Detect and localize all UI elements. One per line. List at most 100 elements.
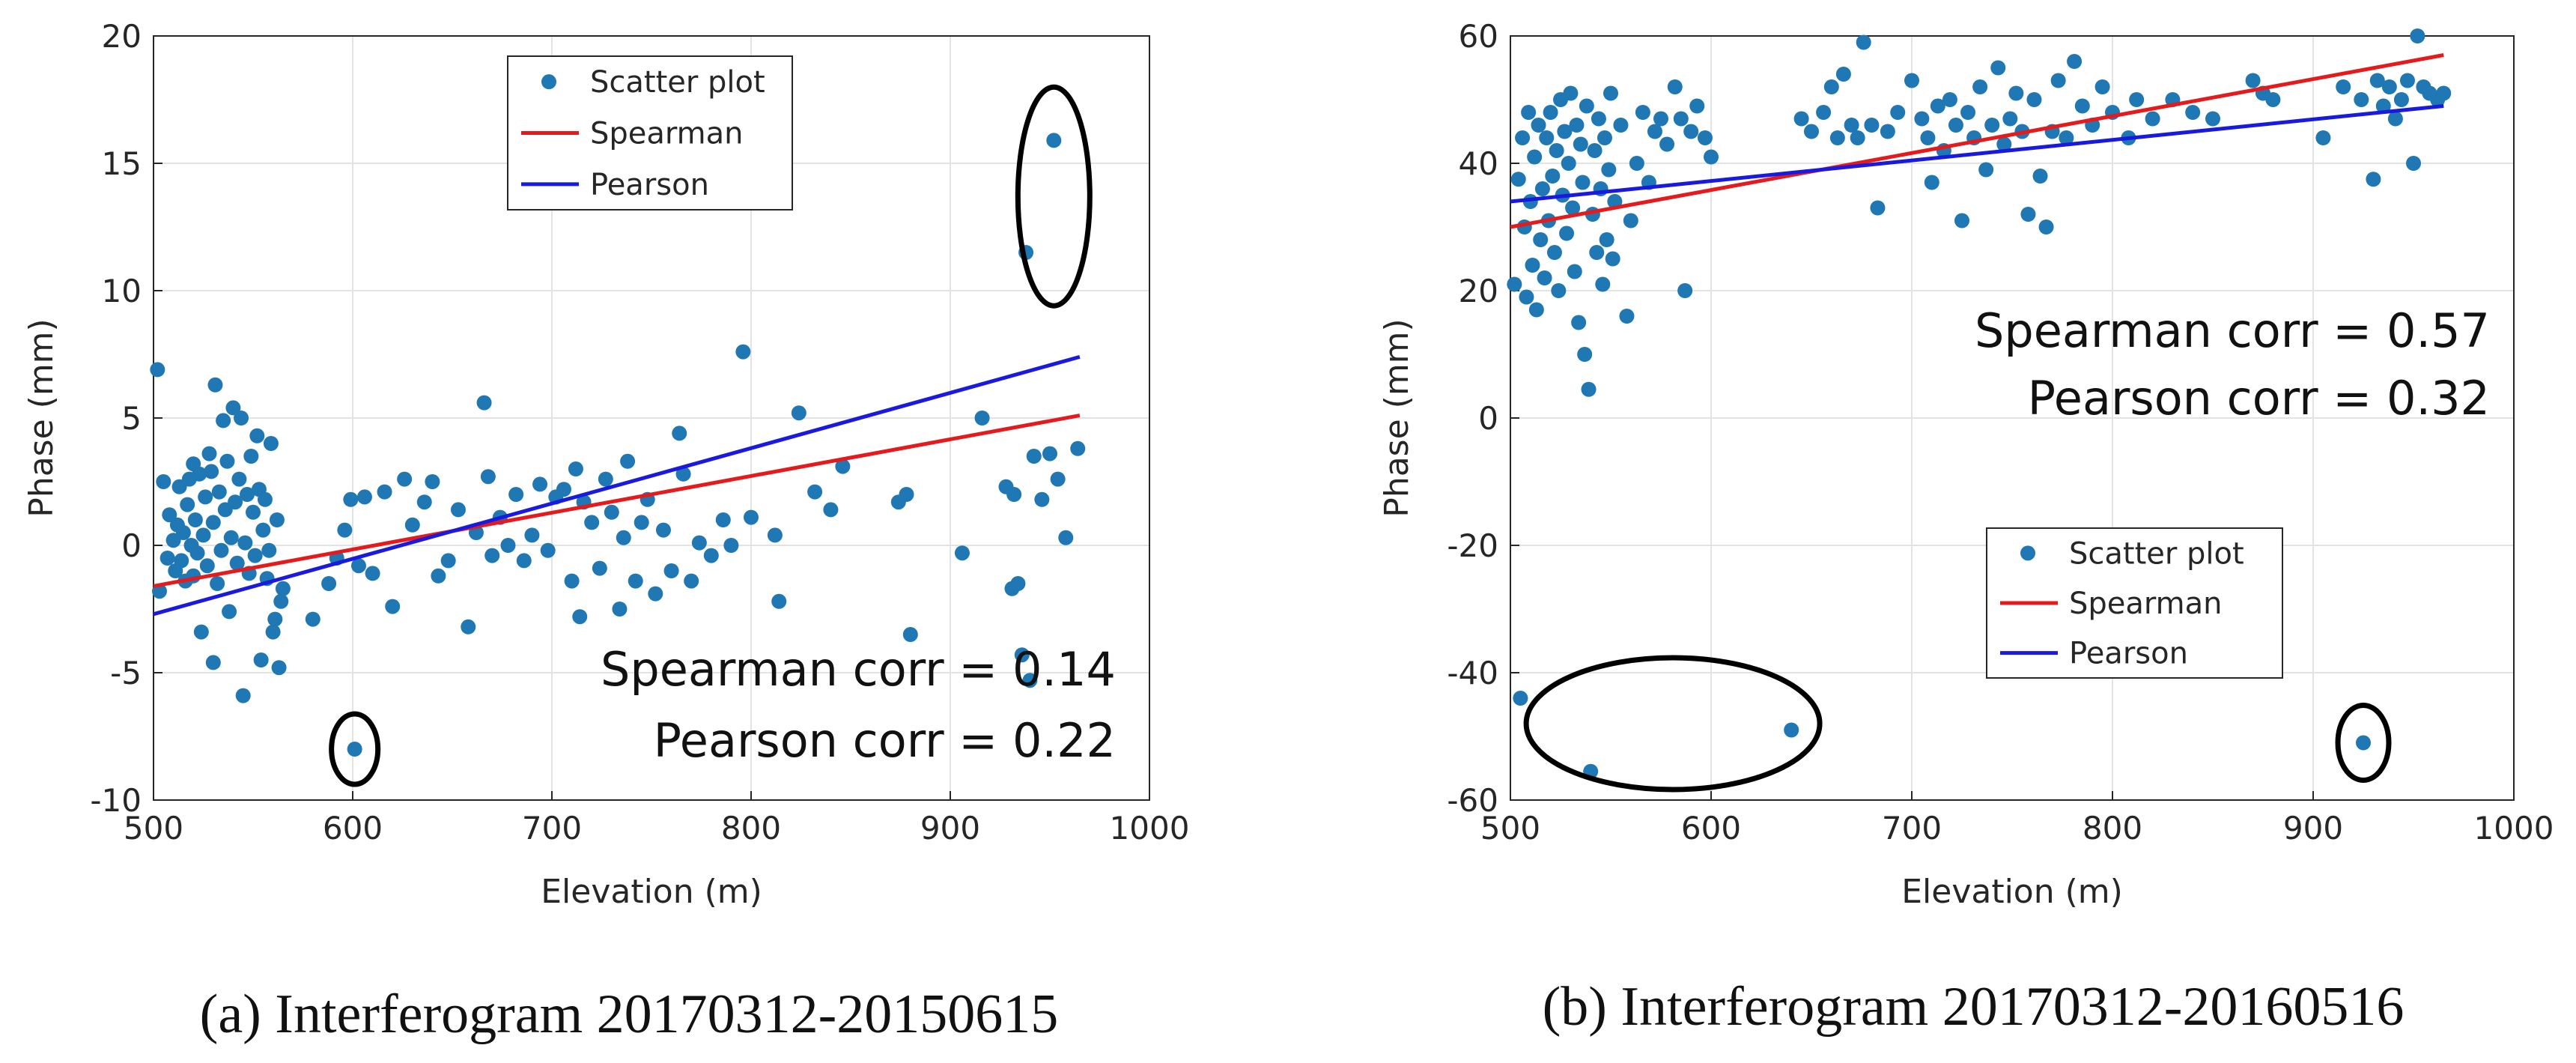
x-tick-label: 1000 bbox=[2474, 810, 2554, 847]
scatter-point bbox=[1533, 232, 1549, 247]
scatter-point bbox=[1924, 175, 1939, 190]
scatter-point bbox=[691, 535, 707, 551]
scatter-point bbox=[1050, 471, 1066, 487]
scatter-point bbox=[1527, 149, 1543, 165]
y-axis-label: Phase (mm) bbox=[1378, 318, 1416, 517]
scatter-point bbox=[249, 428, 265, 443]
x-tick-label: 900 bbox=[2283, 810, 2343, 847]
scatter-point bbox=[1793, 111, 1809, 127]
scatter-point bbox=[1026, 449, 1042, 464]
scatter-point bbox=[1972, 79, 1988, 94]
x-axis-label: Elevation (m) bbox=[541, 873, 762, 911]
scatter-point bbox=[365, 566, 380, 581]
scatter-point bbox=[1034, 491, 1050, 507]
scatter-point bbox=[1804, 124, 1819, 139]
scatter-point bbox=[1605, 251, 1620, 267]
scatter-point bbox=[604, 504, 619, 520]
scatter-point bbox=[771, 593, 787, 609]
scatter-point bbox=[735, 344, 751, 360]
scatter-point bbox=[1561, 156, 1576, 171]
scatter-point bbox=[343, 491, 359, 507]
scatter-point bbox=[1914, 111, 1930, 127]
scatter-point bbox=[1930, 98, 1945, 114]
scatter-point bbox=[1613, 118, 1629, 133]
scatter-point bbox=[1534, 181, 1550, 196]
scatter-point bbox=[240, 487, 255, 502]
scatter-point bbox=[1014, 647, 1030, 663]
scatter-point bbox=[193, 624, 209, 640]
scatter-point bbox=[902, 627, 918, 642]
scatter-point bbox=[592, 560, 607, 576]
scatter-point bbox=[1689, 98, 1705, 114]
scatter-point bbox=[500, 538, 516, 553]
scatter-point bbox=[253, 652, 269, 667]
scatter-point bbox=[1042, 446, 1057, 461]
scatter-point bbox=[2265, 92, 2281, 107]
scatter-point bbox=[1519, 289, 1534, 305]
scatter-point bbox=[1599, 232, 1614, 247]
scatter-point bbox=[162, 507, 177, 523]
pearson-fit-line bbox=[153, 354, 1081, 617]
scatter-point bbox=[1623, 213, 1638, 228]
y-tick-label: -10 bbox=[90, 782, 142, 819]
scatter-point bbox=[211, 484, 227, 500]
scatter-point bbox=[1948, 118, 1963, 133]
scatter-point bbox=[267, 611, 283, 627]
scatter-point bbox=[237, 535, 253, 551]
scatter-point bbox=[2050, 73, 2066, 88]
scatter-point bbox=[205, 515, 221, 530]
scatter-point bbox=[1579, 98, 1594, 114]
scatter-point bbox=[524, 527, 540, 543]
scatter-point bbox=[1629, 156, 1644, 171]
pearson-fit-line bbox=[1510, 104, 2444, 204]
scatter-point bbox=[2399, 73, 2415, 88]
scatter-point bbox=[1591, 111, 1606, 127]
scatter-point bbox=[198, 489, 213, 505]
y-tick-label: 60 bbox=[1459, 18, 1498, 55]
scatter-point bbox=[1537, 270, 1552, 285]
scatter-point bbox=[612, 602, 628, 617]
scatter-point bbox=[791, 405, 806, 421]
x-tick-label: 700 bbox=[1882, 810, 1942, 847]
scatter-point bbox=[2185, 105, 2201, 120]
scatter-point bbox=[199, 558, 215, 574]
scatter-point bbox=[1525, 258, 1540, 273]
scatter-point bbox=[1904, 73, 1919, 88]
scatter-point bbox=[397, 471, 413, 487]
scatter-point bbox=[2038, 219, 2054, 234]
scatter-point bbox=[257, 491, 273, 507]
scatter-point bbox=[1557, 124, 1573, 139]
x-tick-label: 700 bbox=[522, 810, 582, 847]
x-tick-label: 500 bbox=[1480, 810, 1540, 847]
scatter-point bbox=[1521, 105, 1537, 120]
scatter-point bbox=[2002, 111, 2018, 127]
scatter-point bbox=[2436, 85, 2452, 101]
scatter-point bbox=[440, 553, 456, 569]
y-tick-label: 15 bbox=[102, 145, 142, 182]
scatter-point bbox=[337, 522, 353, 538]
scatter-point bbox=[156, 474, 171, 489]
scatter-point bbox=[1704, 149, 1719, 165]
scatter-point bbox=[556, 482, 571, 497]
scatter-point bbox=[572, 609, 588, 625]
scatter-point bbox=[180, 497, 195, 512]
scatter-point bbox=[1942, 92, 1957, 107]
legend-label: Spearman bbox=[590, 117, 743, 151]
scatter-point bbox=[767, 527, 783, 543]
scatter-point bbox=[532, 476, 548, 492]
scatter-point bbox=[1823, 79, 1839, 94]
scatter-point bbox=[807, 484, 823, 500]
scatter-point bbox=[1829, 130, 1845, 145]
scatter-point bbox=[564, 573, 580, 589]
scatter-point bbox=[1528, 302, 1544, 318]
scatter-point bbox=[1673, 111, 1689, 127]
caption-a: (a) Interferogram 20170312-20150615 bbox=[200, 984, 1059, 1045]
scatter-point bbox=[1567, 264, 1582, 279]
scatter-point bbox=[1022, 673, 1038, 688]
correlation-annotation: Spearman corr = 0.14 bbox=[601, 642, 1116, 697]
y-tick-label: 20 bbox=[102, 18, 142, 55]
scatter-point bbox=[1543, 105, 1558, 120]
scatter-point bbox=[620, 453, 636, 469]
scatter-point bbox=[1507, 276, 1522, 292]
